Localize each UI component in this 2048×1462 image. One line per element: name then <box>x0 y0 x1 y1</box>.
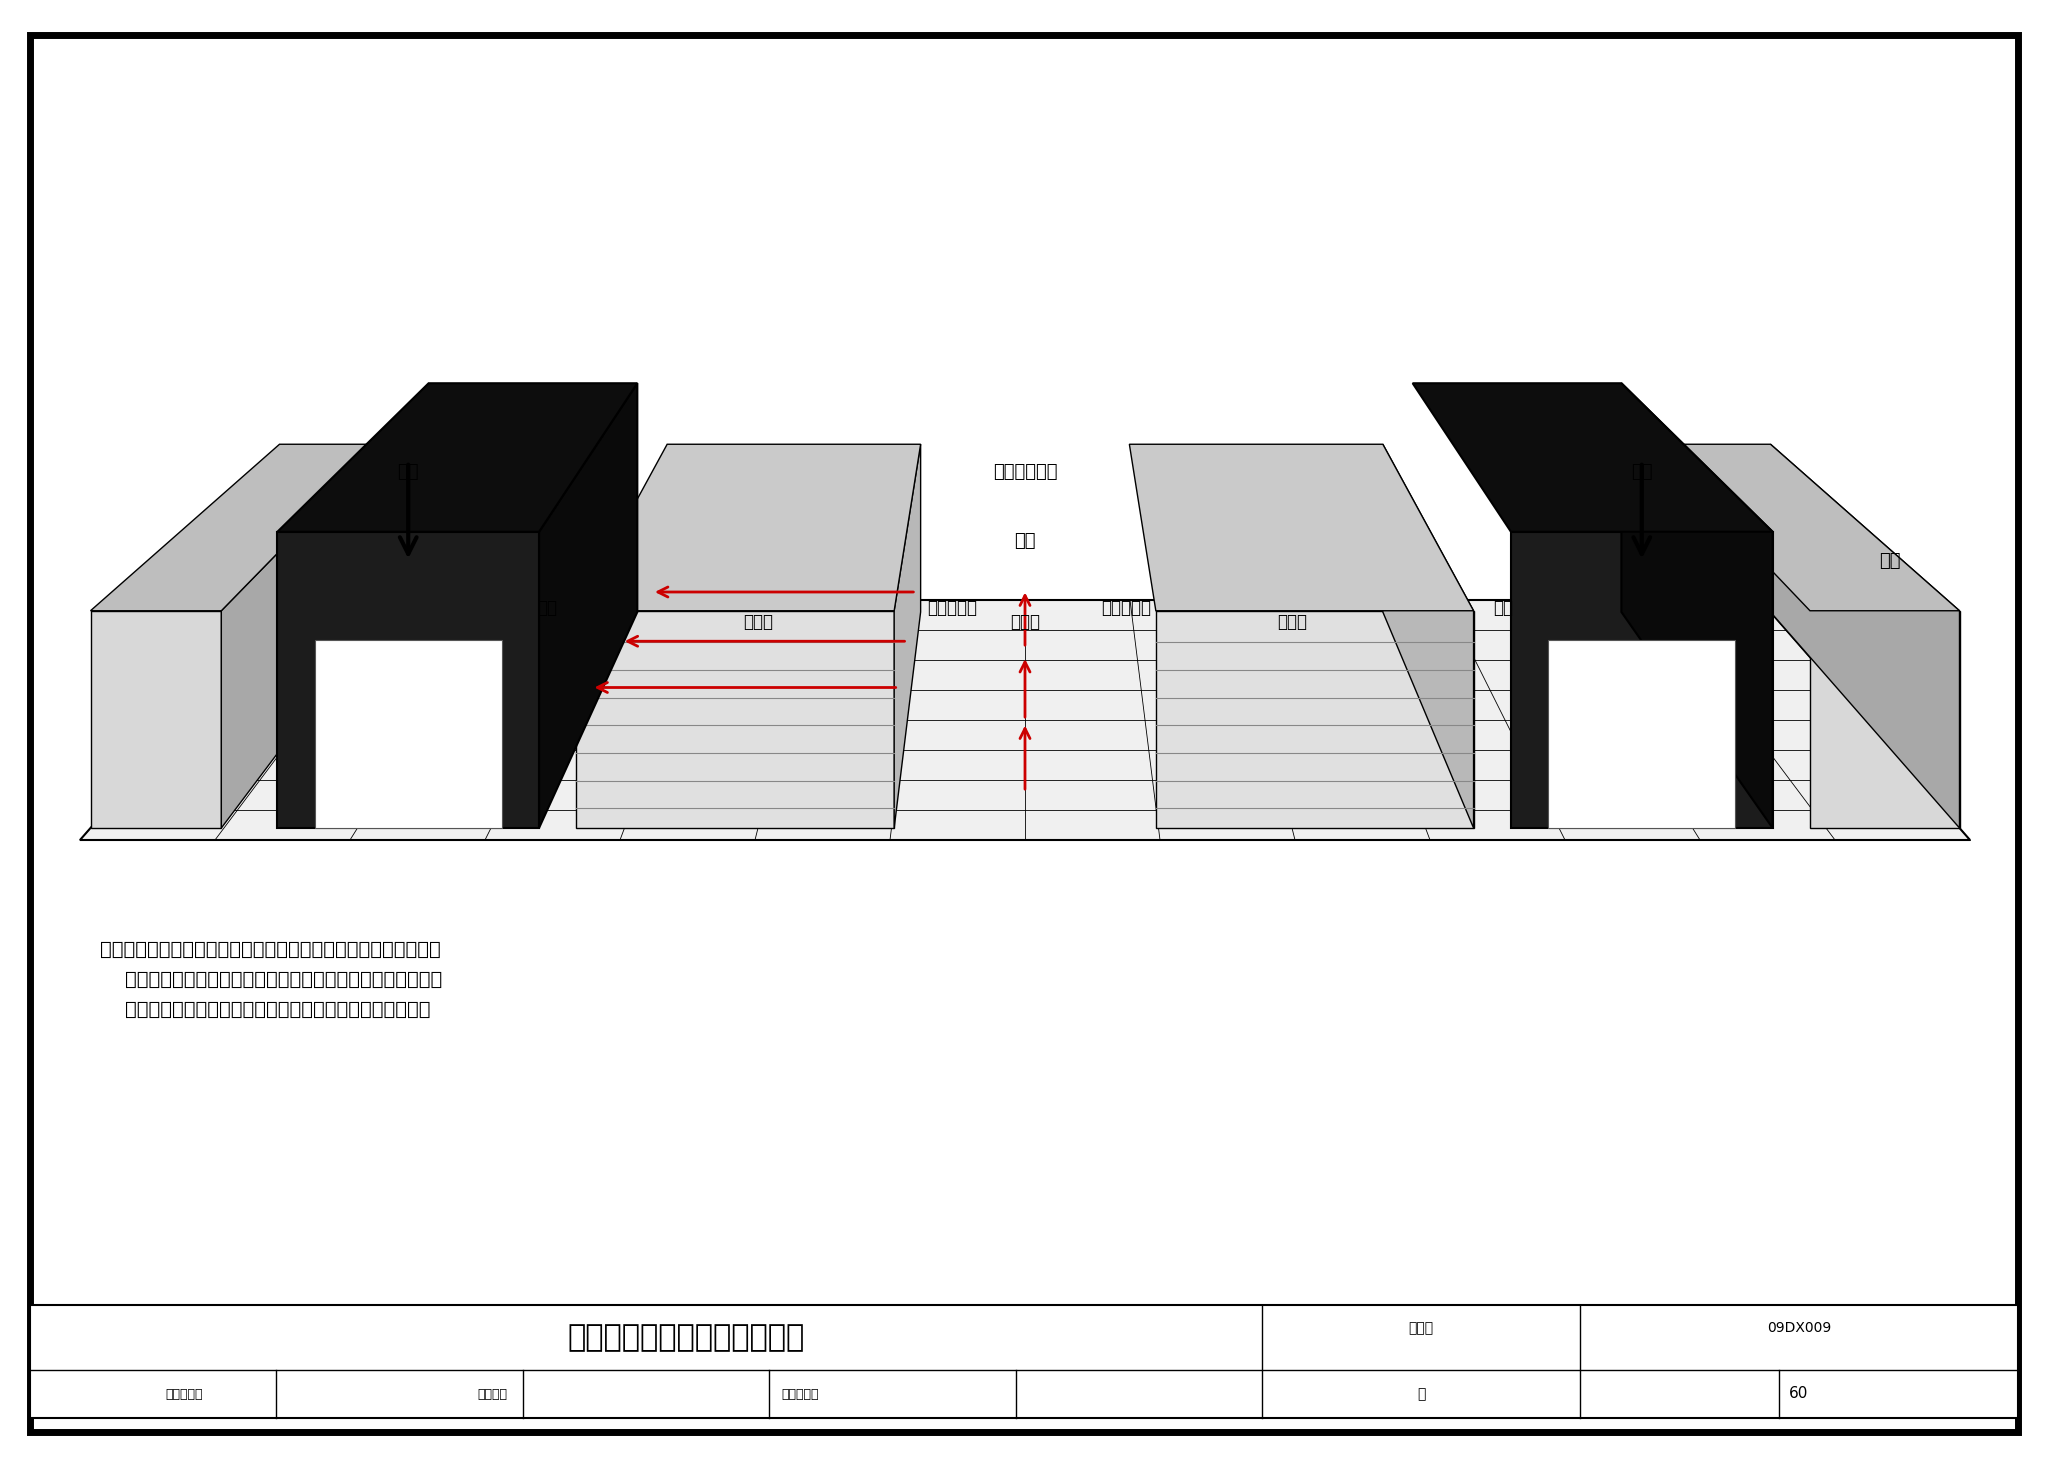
Polygon shape <box>575 611 895 827</box>
Polygon shape <box>80 599 1970 841</box>
Text: 图集号: 图集号 <box>1409 1320 1434 1335</box>
Text: 审核黄德明: 审核黄德明 <box>166 1387 203 1401</box>
Text: 页: 页 <box>1417 1387 1425 1401</box>
Text: 校对孙兰: 校对孙兰 <box>477 1387 508 1401</box>
Polygon shape <box>1622 383 1774 827</box>
Text: 设计钟景华: 设计钟景华 <box>780 1387 819 1401</box>
Polygon shape <box>1548 640 1735 827</box>
Text: 注：图中机柜采用面对面、背对背的布置方式，由机房专用空调送: 注：图中机柜采用面对面、背对背的布置方式，由机房专用空调送 <box>100 940 440 959</box>
Polygon shape <box>276 532 539 827</box>
Polygon shape <box>1413 383 1774 532</box>
Polygon shape <box>1155 611 1475 827</box>
Text: 60: 60 <box>1790 1386 1808 1402</box>
Polygon shape <box>1128 444 1475 611</box>
Text: 送风: 送风 <box>1493 599 1513 617</box>
Polygon shape <box>90 444 383 611</box>
Text: 冷热通道气流组织立面示意图: 冷热通道气流组织立面示意图 <box>567 1323 805 1352</box>
Polygon shape <box>221 444 383 827</box>
Polygon shape <box>1772 444 1960 827</box>
Polygon shape <box>575 444 922 611</box>
Text: 送风: 送风 <box>1014 532 1036 550</box>
Bar <box>31 1306 2017 1418</box>
Text: 机房专用空调: 机房专用空调 <box>993 463 1057 481</box>
Text: 09DX009: 09DX009 <box>1767 1320 1831 1335</box>
Polygon shape <box>539 383 637 827</box>
Text: 冷通道: 冷通道 <box>1010 613 1040 632</box>
Text: 防静电地板: 防静电地板 <box>928 599 977 617</box>
Polygon shape <box>1651 444 1960 611</box>
Text: 热通道: 热通道 <box>743 613 774 632</box>
Polygon shape <box>1511 532 1774 827</box>
Polygon shape <box>90 611 221 827</box>
Polygon shape <box>315 640 502 827</box>
Text: 出的冷风，经地板送风口送出，从机柜正面进入，对机柜内各: 出的冷风，经地板送风口送出，从机柜正面进入，对机柜内各 <box>100 969 442 988</box>
Polygon shape <box>1810 611 1960 827</box>
Text: 送风: 送风 <box>537 599 557 617</box>
Text: 热通道: 热通道 <box>1276 613 1307 632</box>
Text: 地板送风口: 地板送风口 <box>1102 599 1151 617</box>
Text: 部件进行冷却，再从机柜背面吹出后，回到机房专用空调。: 部件进行冷却，再从机柜背面吹出后，回到机房专用空调。 <box>100 1000 430 1019</box>
Text: 机柜: 机柜 <box>1880 553 1901 570</box>
Text: 回风: 回风 <box>397 463 420 481</box>
Polygon shape <box>895 444 922 827</box>
Polygon shape <box>1382 444 1475 827</box>
Text: 回风: 回风 <box>1630 463 1653 481</box>
Polygon shape <box>276 383 637 532</box>
